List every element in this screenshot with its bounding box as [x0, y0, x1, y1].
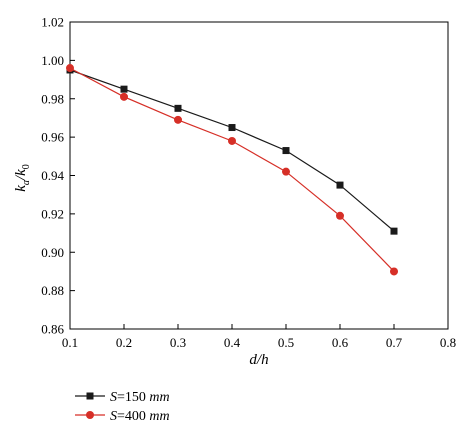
legend-label-s150: S=150 mm [110, 390, 170, 405]
data-point [66, 64, 74, 73]
data-point [228, 136, 236, 145]
y-axis-label-sub-0: 0 [21, 164, 32, 169]
x-tick-label: 0.4 [224, 335, 241, 350]
y-tick-label: 1.00 [41, 53, 64, 68]
legend-unit-s400: mm [149, 409, 169, 424]
data-point [174, 104, 182, 112]
data-point [120, 92, 128, 101]
data-point [120, 85, 128, 93]
x-tick-label: 0.6 [332, 335, 349, 350]
data-point [174, 115, 182, 124]
legend-var-s400: S [110, 409, 117, 424]
legend-label-s400: S=400 mm [110, 409, 170, 424]
y-axis-label: ka/k0 [13, 164, 32, 192]
y-tick-label: 0.92 [41, 206, 64, 221]
x-tick-label: 0.5 [278, 335, 294, 350]
y-tick-label: 1.02 [41, 15, 64, 30]
data-point [282, 167, 290, 176]
legend-marker-square [86, 392, 94, 400]
y-tick-label: 0.88 [41, 283, 64, 298]
legend-item-s400: S=400 mm [75, 409, 170, 424]
data-point [390, 267, 398, 276]
y-tick-label: 0.98 [41, 91, 64, 106]
series-line [69, 67, 395, 272]
legend-unit-s150: mm [149, 390, 169, 405]
ticks: 0.1 0.2 0.3 0.4 0.5 0.6 0.7 0.8 0.86 0.88 0.90 0.92… [41, 15, 456, 351]
y-axis-label-separator: / [13, 174, 29, 181]
y-tick-label: 0.90 [41, 245, 64, 260]
data-point [336, 211, 344, 220]
y-tick-label: 0.94 [41, 168, 64, 183]
data-point [282, 147, 290, 155]
x-tick-label: 0.2 [116, 335, 132, 350]
x-tick-label: 0.3 [170, 335, 186, 350]
axes [69, 21, 449, 330]
x-tick-label: 0.1 [62, 335, 78, 350]
y-tick-label: 0.86 [41, 322, 64, 337]
legend-value-s400: =400 [117, 409, 149, 424]
y-axis-label-k: k [13, 169, 29, 176]
y-tick-label: 0.96 [41, 130, 64, 145]
x-tick-label: 0.7 [386, 335, 403, 350]
series [66, 64, 398, 276]
x-axis-label: d/h [249, 352, 268, 368]
legend-marker-circle [86, 411, 94, 419]
y-axis-label-main: k [13, 185, 29, 192]
series-s150 [66, 66, 398, 235]
data-point [336, 181, 344, 189]
data-point [390, 227, 398, 235]
legend: S=150 mm S=400 mm [75, 390, 170, 424]
legend-item-s150: S=150 mm [75, 390, 170, 405]
series-s400 [66, 64, 398, 276]
x-tick-label: 0.8 [440, 335, 456, 350]
legend-value-s150: =150 [117, 390, 149, 405]
y-axis-label-sub-a: a [21, 180, 32, 185]
data-point [228, 124, 236, 132]
plot-frame [69, 21, 449, 330]
legend-var-s150: S [110, 390, 117, 405]
